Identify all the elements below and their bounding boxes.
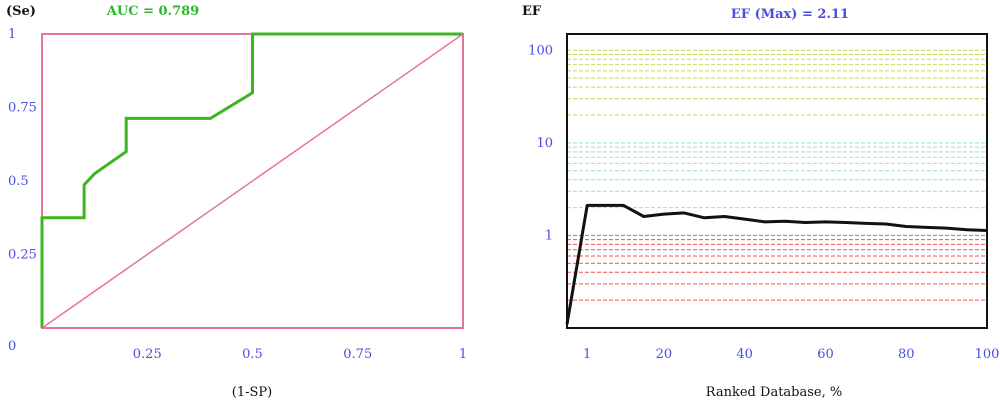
roc-y-tick-label: 0.5 [8,174,29,189]
ef-x-tick-label: 100 [975,347,1000,362]
ef-y-tick-label: 10 [536,136,553,151]
ef-series-group [565,203,988,325]
roc-curve [40,32,463,328]
ef-y-tick-label: 1 [545,228,553,243]
ef-x-tick-label: 80 [898,347,915,362]
roc-x-tick-label: 1 [459,347,467,362]
ef-x-tick-label: 60 [817,347,834,362]
ef-plot-frame [566,33,988,329]
ef-x-tick-label: 20 [656,347,673,362]
ef-x-axis-label: Ranked Database, % [706,385,842,400]
ef-curve [565,203,988,325]
roc-chart-title: AUC = 0.789 [106,4,199,19]
ef-chart-title: EF (Max) = 2.11 [731,7,849,22]
roc-y-tick-label: 0 [8,339,16,354]
roc-y-axis-label: (Se) [6,4,36,19]
roc-chart: (Se) AUC = 0.789 00.250.50.751 0.25 0.5 0.… [6,4,467,400]
ef-x-tick-label: 40 [736,347,753,362]
ef-y-tick-label: 100 [528,43,553,58]
ef-y-axis-label: EF [522,4,542,19]
ef-reference-lines [567,49,987,301]
ef-x-ticks: 1 20 40 60 80 100 [583,347,999,362]
roc-x-tick-label: 0.75 [343,347,372,362]
ef-x-tick-label: 1 [583,347,591,362]
roc-y-tick-label: 0.75 [8,101,37,116]
roc-x-tick-label: 0.25 [133,347,162,362]
roc-diagonal-line [41,33,464,329]
roc-y-ticks: 0 0.25 0.5 0.75 1 [8,27,37,354]
roc-x-ticks: 0.25 0.5 0.75 1 [133,347,467,362]
roc-y-tick-label: 1 [8,27,16,42]
roc-y-tick-label: 0.25 [8,248,37,263]
roc-series-group [40,32,464,329]
roc-x-axis-label: (1-SP) [232,385,272,400]
ef-chart: EF EF (Max) = 2.11 1 10 100 1 20 40 60 80 100 R… [522,4,999,400]
ef-y-ticks: 1 10 100 [528,43,553,243]
roc-x-tick-label: 0.5 [242,347,263,362]
